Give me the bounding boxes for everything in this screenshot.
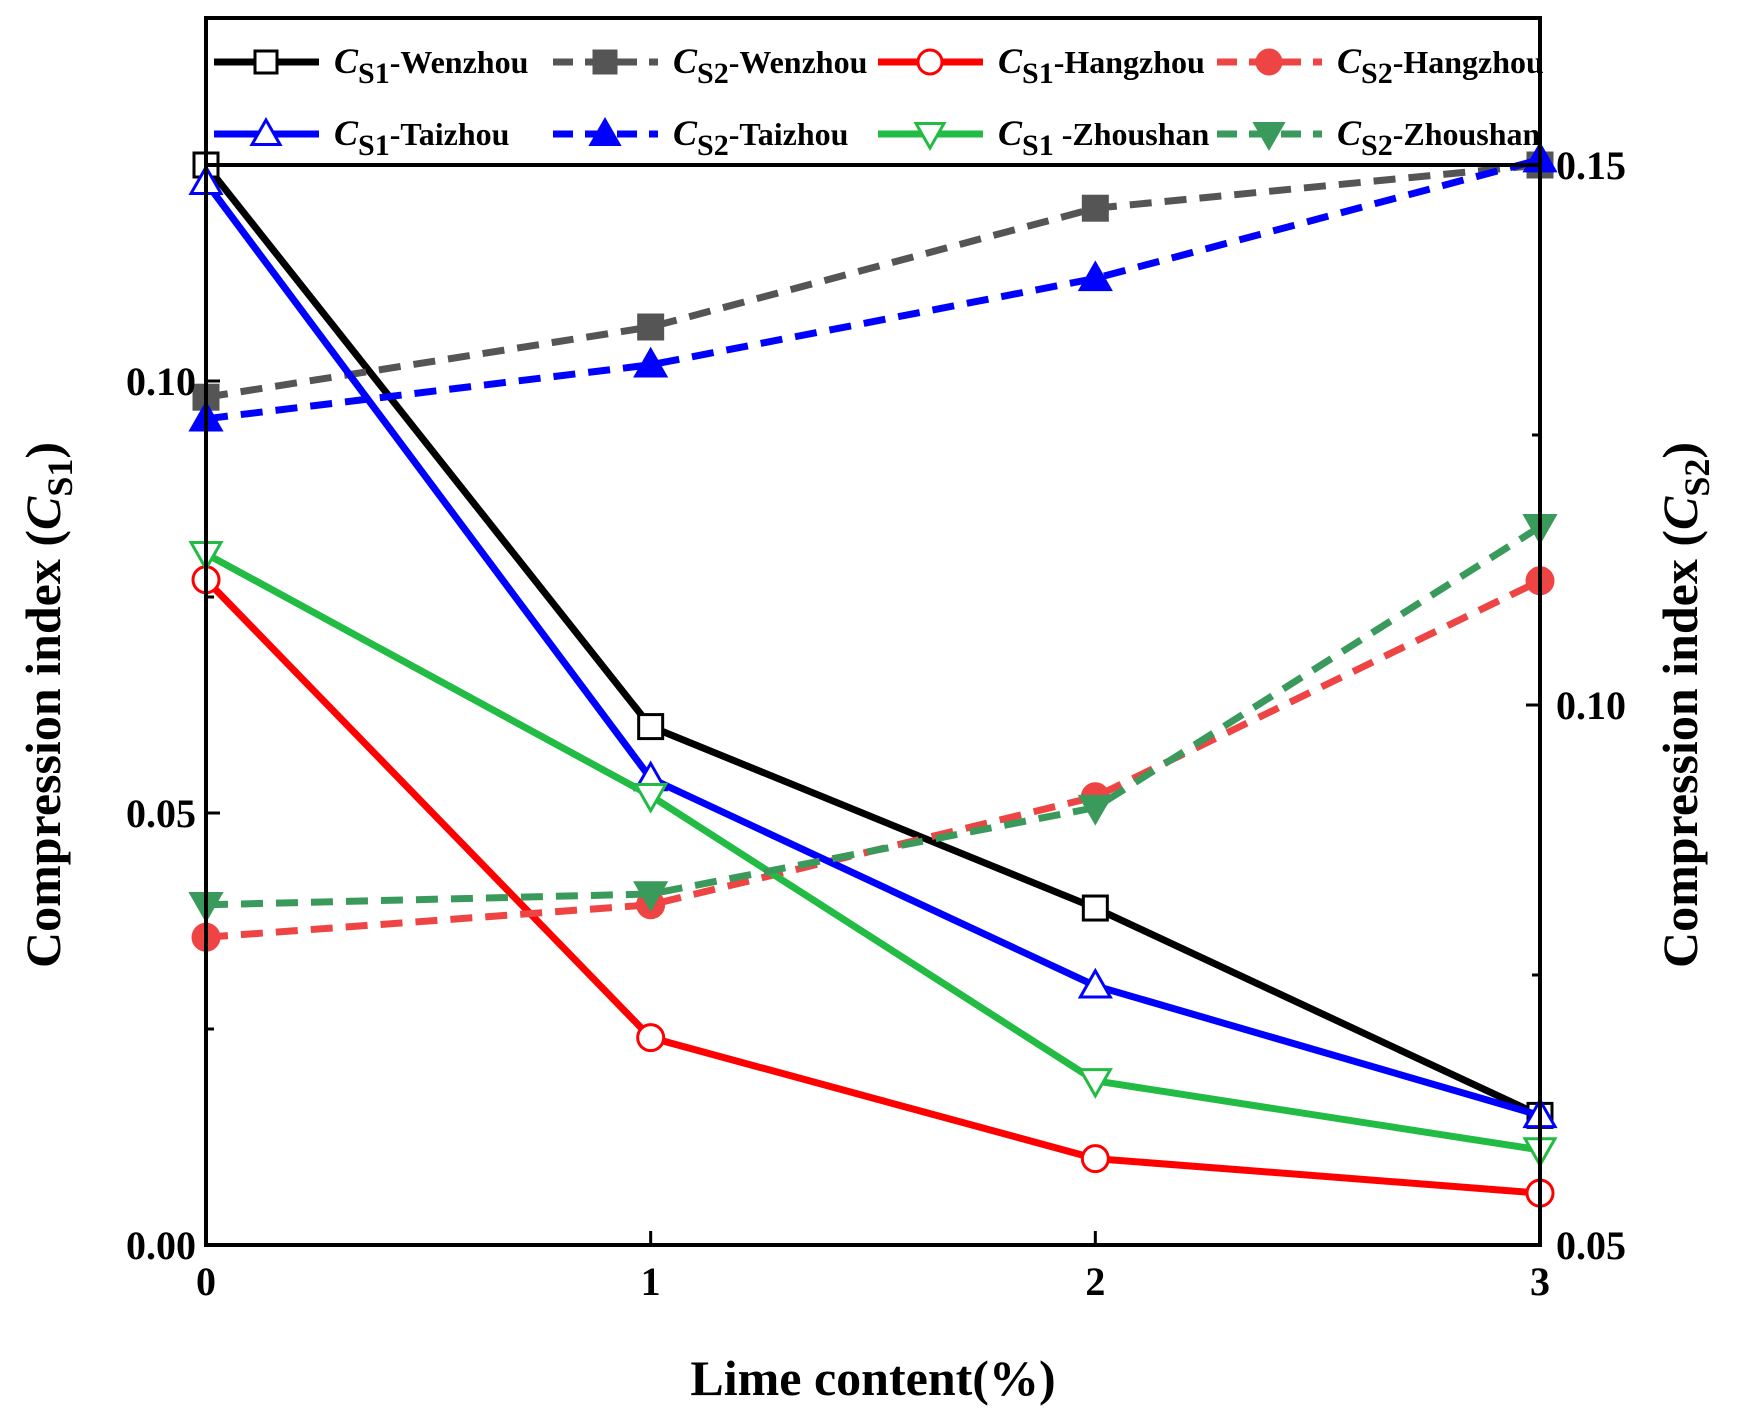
legend-marker-cs1-zhoushan	[913, 122, 947, 152]
series-cs2-zhoushan	[188, 514, 1558, 923]
data-point-cs1-wenzhou	[1081, 894, 1109, 922]
legend-item-cs2-hangzhou: CS2-Hangzhou	[1217, 41, 1544, 90]
legend-label-cs1-taizhou: CS1-Taizhou	[334, 113, 509, 162]
x-tick-label: 2	[1085, 1259, 1105, 1304]
y-left-tick-label: 0.10	[126, 359, 196, 404]
x-axis-title: Lime content(%)	[690, 1350, 1055, 1406]
legend-item-cs2-wenzhou: CS2-Wenzhou	[553, 41, 867, 90]
series-cs2-hangzhou	[191, 566, 1555, 952]
legend-marker-cs1-wenzhou	[253, 49, 279, 75]
series-cs2-taizhou	[188, 141, 1558, 432]
y-left-tick-label: 0.00	[126, 1223, 196, 1268]
legend-marker-cs1-taizhou	[249, 116, 283, 146]
data-point-cs1-hangzhou	[1080, 1144, 1110, 1174]
legend-item-cs1-zhoushan: CS1 -Zhoushan	[878, 113, 1210, 162]
series-cs2-wenzhou	[192, 151, 1554, 411]
data-point-cs1-wenzhou	[637, 713, 665, 741]
legend-marker-cs2-wenzhou	[592, 49, 618, 75]
data-point-cs1-taizhou	[1077, 967, 1113, 999]
data-point-cs2-zhoushan	[633, 881, 669, 913]
legend-label-cs1-wenzhou: CS1-Wenzhou	[334, 41, 528, 90]
data-point-cs1-hangzhou	[636, 1023, 666, 1053]
plot-area	[188, 141, 1558, 1208]
axis-titles: Lime content(%) Compression index (CS1) Co…	[15, 442, 1717, 1406]
series-line-cs1-taizhou	[203, 180, 1541, 1119]
axes: 0 1 2 3 0.00 0.05 0.10 0.05 0.10 0.15	[126, 16, 1626, 1304]
legend-marker-cs2-zhoushan	[1252, 122, 1286, 152]
series-line-cs2-wenzhou	[205, 161, 1541, 401]
data-point-cs2-wenzhou	[1081, 194, 1109, 222]
x-tick-label: 1	[641, 1259, 661, 1304]
legend-item-cs2-taizhou: CS2-Taizhou	[553, 113, 848, 162]
series-line-cs1-wenzhou	[203, 162, 1542, 1119]
legend-item-cs1-taizhou: CS1-Taizhou	[214, 113, 509, 162]
legend-marker-cs2-taizhou	[588, 116, 622, 146]
x-tick-label: 0	[196, 1259, 216, 1304]
y-left-tick-label: 0.05	[126, 791, 196, 836]
y-right-tick-label: 0.15	[1556, 143, 1626, 188]
series-cs1-taizhou	[188, 164, 1558, 1129]
series-line-cs1-zhoushan	[204, 550, 1541, 1154]
data-point-cs2-wenzhou	[637, 313, 665, 341]
data-point-cs1-zhoushan	[633, 782, 669, 814]
x-tick-label: 3	[1530, 1259, 1550, 1304]
plot-frame	[204, 16, 1542, 1247]
y-right-axis-title: Compression index (CS2)	[1652, 442, 1717, 968]
y-right-tick-label: 0.05	[1556, 1223, 1626, 1268]
data-point-cs2-taizhou	[1077, 260, 1113, 292]
legend-label-cs1-hangzhou: CS1-Hangzhou	[998, 41, 1205, 90]
y-right-tick-label: 0.10	[1556, 683, 1626, 728]
legend: CS1-Wenzhou CS2-Wenzhou CS1-Hangzhou CS2-Ha…	[214, 41, 1544, 162]
data-point-cs1-zhoushan	[1077, 1068, 1113, 1099]
legend-label-cs1-zhoushan: CS1 -Zhoushan	[998, 113, 1210, 162]
data-point-cs2-zhoushan	[1077, 794, 1113, 826]
legend-label-cs2-wenzhou: CS2-Wenzhou	[673, 41, 867, 90]
series-cs1-hangzhou	[191, 565, 1555, 1208]
series-cs1-wenzhou	[192, 151, 1554, 1129]
legend-marker-cs1-hangzhou	[916, 48, 944, 76]
legend-label-cs2-zhoushan: CS2-Zhoushan	[1337, 113, 1541, 162]
series-line-cs1-hangzhou	[203, 577, 1541, 1197]
data-point-cs2-taizhou	[633, 346, 669, 378]
y-left-axis-title: Compression index (CS1)	[15, 442, 80, 968]
series-line-cs2-zhoushan	[205, 523, 1542, 909]
legend-label-cs2-taizhou: CS2-Taizhou	[673, 113, 848, 162]
legend-item-cs2-zhoushan: CS2-Zhoushan	[1217, 113, 1541, 162]
legend-label-cs2-hangzhou: CS2-Hangzhou	[1337, 41, 1544, 90]
legend-item-cs1-wenzhou: CS1-Wenzhou	[214, 41, 528, 90]
legend-item-cs1-hangzhou: CS1-Hangzhou	[878, 41, 1205, 90]
series-line-cs2-taizhou	[205, 156, 1541, 423]
legend-marker-cs2-hangzhou	[1255, 48, 1283, 76]
